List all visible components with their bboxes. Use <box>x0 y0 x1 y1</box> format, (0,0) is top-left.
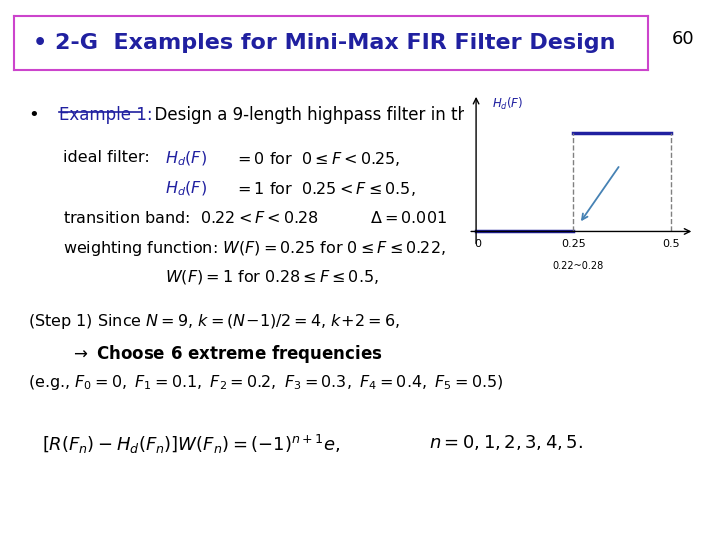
Text: 60: 60 <box>672 30 695 48</box>
Text: 0.5: 0.5 <box>662 239 680 249</box>
Text: $\rightarrow$ Choose 6 extreme frequencies: $\rightarrow$ Choose 6 extreme frequenci… <box>70 343 382 364</box>
Text: transition band:  $0.22 < F < 0.28$: transition band: $0.22 < F < 0.28$ <box>63 210 319 226</box>
Text: $H_d(F)$: $H_d(F)$ <box>165 150 207 168</box>
Text: $H_d(F)$: $H_d(F)$ <box>165 180 207 199</box>
Text: $W(F) = 1\ \mathrm{for}\ 0.28 \leq F \leq 0.5,$: $W(F) = 1\ \mathrm{for}\ 0.28 \leq F \le… <box>165 268 379 286</box>
Text: $H_d(F)$: $H_d(F)$ <box>492 96 523 112</box>
Text: $\Delta = 0.001$: $\Delta = 0.001$ <box>370 210 447 226</box>
Text: 0.25: 0.25 <box>561 239 586 249</box>
Text: • 2-G  Examples for Mini-Max FIR Filter Design: • 2-G Examples for Mini-Max FIR Filter D… <box>33 33 616 53</box>
Text: 0.22~0.28: 0.22~0.28 <box>552 261 603 271</box>
Text: ideal filter:: ideal filter: <box>63 150 160 165</box>
Text: Design a 9-length highpass filter in the mini-max sense: Design a 9-length highpass filter in the… <box>144 106 615 124</box>
Text: (e.g., $F_0 = 0,\ F_1 = 0.1,\ F_2 = 0.2,\ F_3 = 0.3,\ F_4 = 0.4,\ F_5 = 0.5$): (e.g., $F_0 = 0,\ F_1 = 0.1,\ F_2 = 0.2,… <box>28 373 504 392</box>
Text: Example 1:: Example 1: <box>59 106 153 124</box>
Text: (Step 1) Since $N = 9$, $k = (N\!-\!1)/2 = 4$, $k\!+\!2 = 6$,: (Step 1) Since $N = 9$, $k = (N\!-\!1)/2… <box>28 313 400 332</box>
Text: $[R(F_n) - H_d(F_n)]W(F_n) = (-1)^{n+1}e,$: $[R(F_n) - H_d(F_n)]W(F_n) = (-1)^{n+1}e… <box>42 433 341 456</box>
Text: $n = 0, 1, 2, 3, 4, 5.$: $n = 0, 1, 2, 3, 4, 5.$ <box>429 433 583 452</box>
Text: $= 0\ \mathrm{for}\ \ 0 \leq F < 0.25,$: $= 0\ \mathrm{for}\ \ 0 \leq F < 0.25,$ <box>234 150 400 168</box>
Text: $= 1\ \mathrm{for}\ \ 0.25 < F \leq 0.5,$: $= 1\ \mathrm{for}\ \ 0.25 < F \leq 0.5,… <box>234 180 415 198</box>
Text: •: • <box>28 106 39 124</box>
Text: 0: 0 <box>474 239 482 249</box>
Text: weighting function: $W(F) = 0.25\ \mathrm{for}\ 0 \leq F \leq 0.22,$: weighting function: $W(F) = 0.25\ \mathr… <box>63 239 446 258</box>
